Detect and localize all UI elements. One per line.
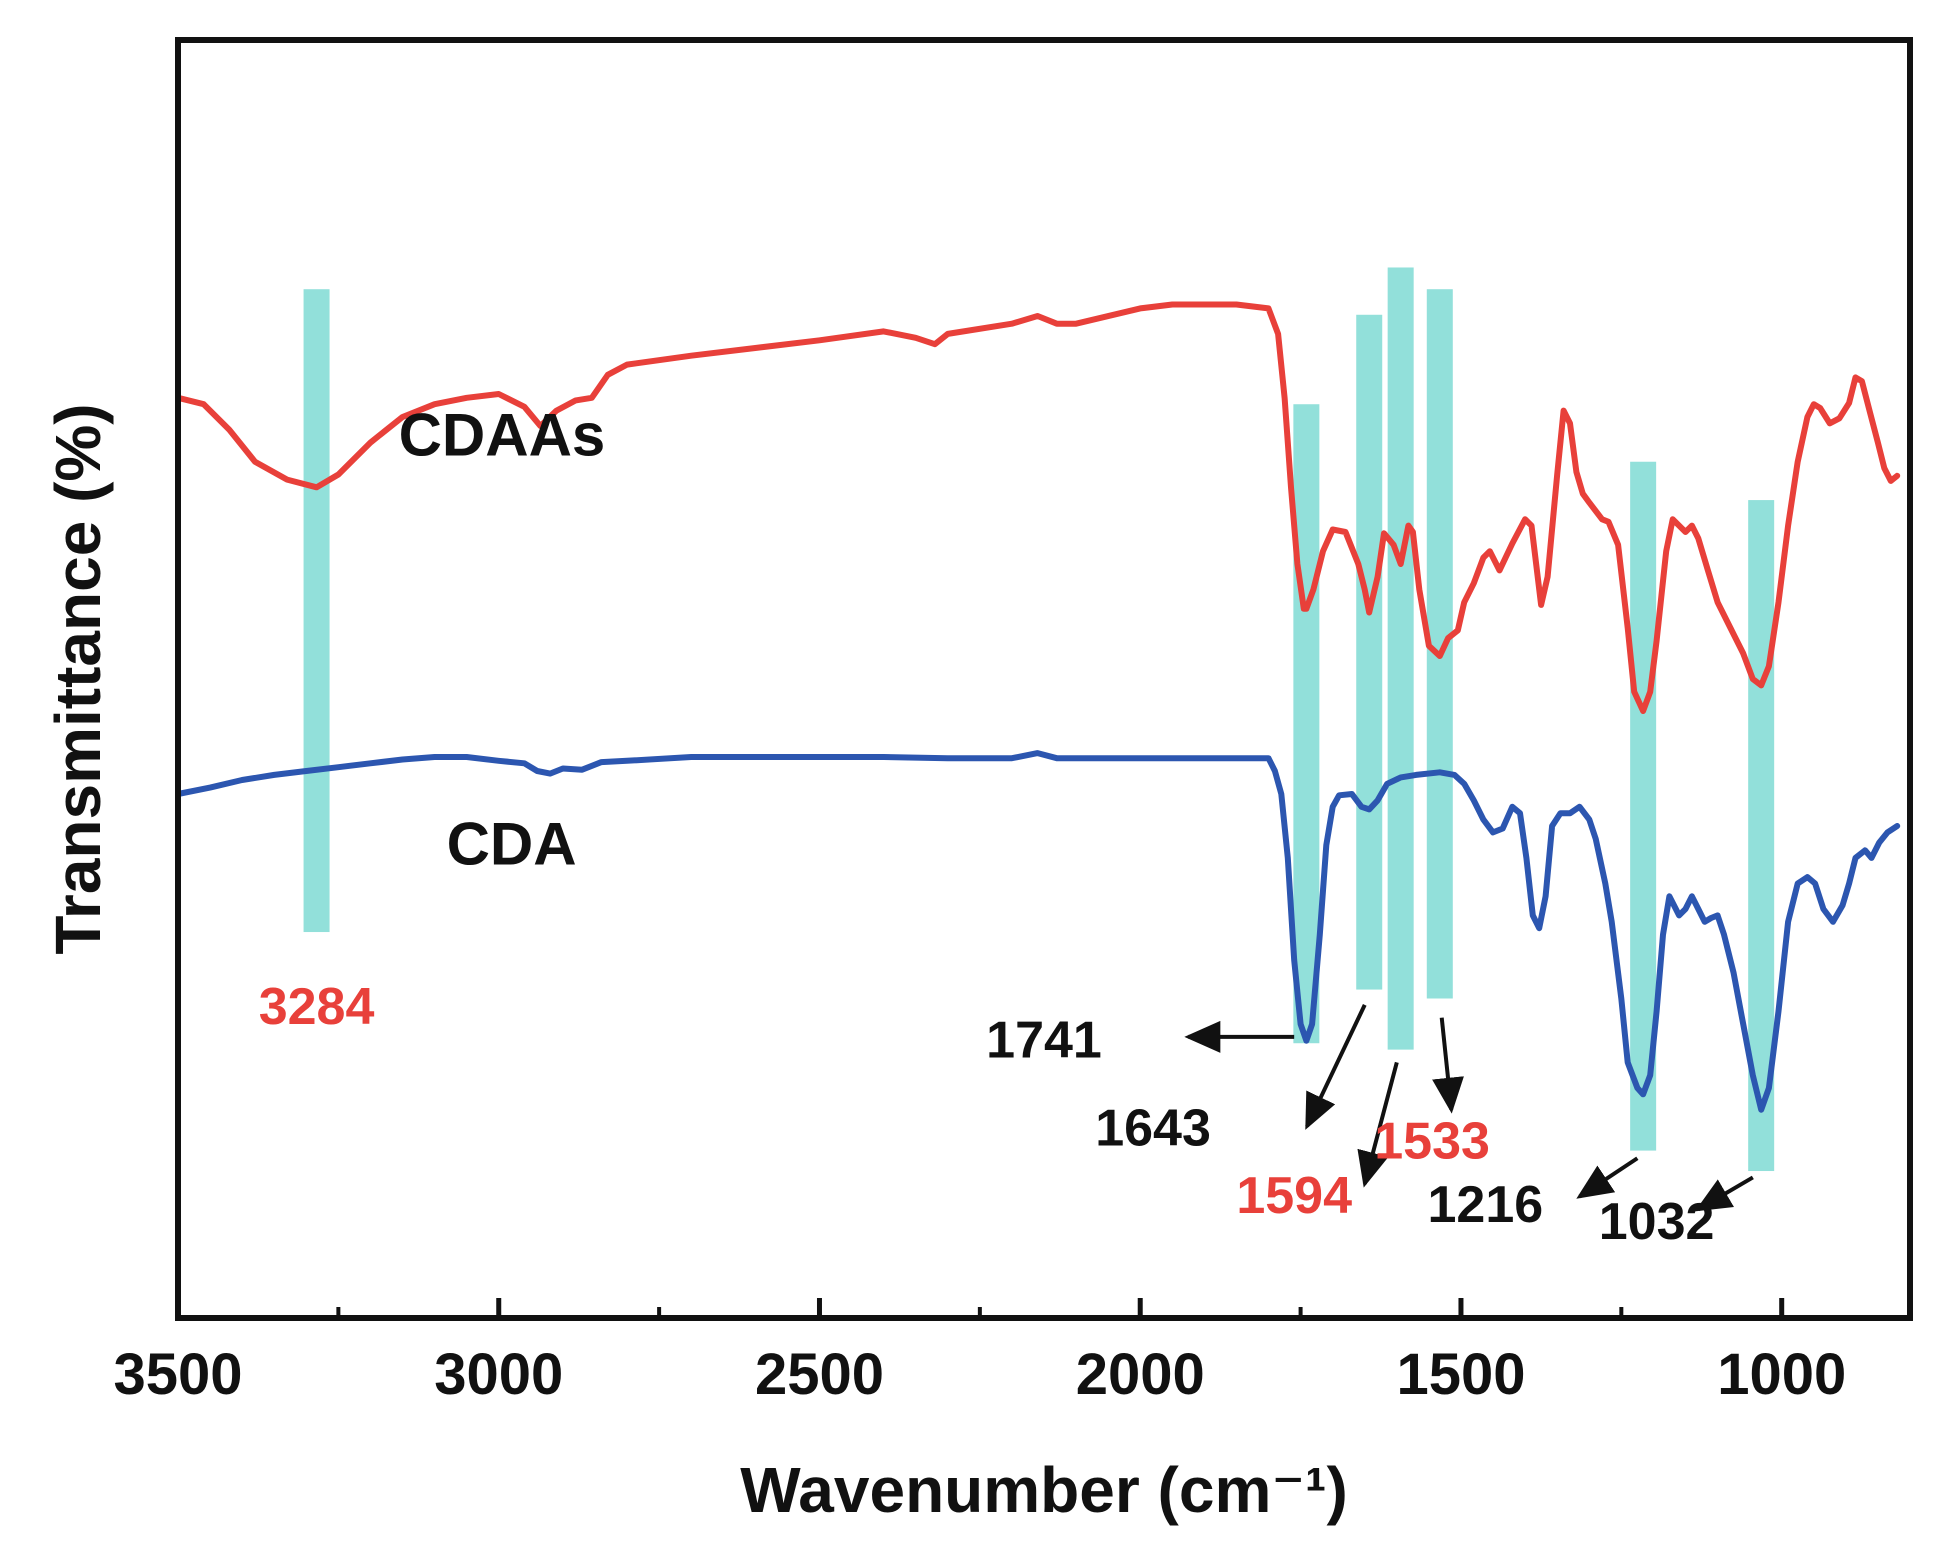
series-line-cda	[175, 750, 1901, 1113]
peak-label-1032: 1032	[1599, 1193, 1715, 1251]
x-tick-label-2000: 2000	[1076, 1342, 1205, 1407]
band-3284	[303, 289, 330, 933]
peak-label-1216: 1216	[1427, 1176, 1543, 1234]
arrow-4	[1432, 1017, 1464, 1114]
x-axis: 3500 3000 2500 2000 1500 1000	[113, 1298, 1846, 1407]
x-tick-label-2500: 2500	[755, 1342, 884, 1407]
x-tick-label-1000: 1000	[1717, 1342, 1846, 1407]
peak-label-1643: 1643	[1095, 1099, 1211, 1157]
x-tick-label-3000: 3000	[434, 1342, 563, 1407]
arrow-3	[1357, 1061, 1399, 1188]
peak-arrows	[1184, 1004, 1754, 1212]
band-1594	[1387, 267, 1414, 1050]
x-tick-label-3500: 3500	[113, 1342, 242, 1407]
arrow-2	[1305, 1004, 1367, 1130]
series-label-cda: CDA	[447, 810, 577, 877]
x-axis-title: Wavenumber (cm⁻¹)	[740, 1454, 1348, 1526]
peak-annotations: 3284 1741 1643 1594 1533 1216 1032	[259, 978, 1715, 1251]
peak-label-3284: 3284	[259, 978, 375, 1036]
band-1741	[1293, 404, 1320, 1044]
spectra	[175, 301, 1901, 1113]
arrow-6	[1694, 1175, 1754, 1212]
peak-label-1594: 1594	[1236, 1167, 1352, 1225]
series-line-cdaas	[175, 301, 1901, 714]
peak-label-1741: 1741	[986, 1011, 1102, 1069]
peak-label-1533: 1533	[1374, 1112, 1490, 1170]
arrow-5	[1576, 1156, 1639, 1199]
y-axis-title: Transmittance (%)	[42, 403, 114, 954]
series-labels: CDAAs CDA	[399, 401, 606, 877]
band-1643	[1356, 314, 1383, 990]
plot-frame	[175, 37, 1913, 1321]
x-tick-label-1500: 1500	[1396, 1342, 1525, 1407]
series-label-cdaas: CDAAs	[399, 401, 606, 468]
